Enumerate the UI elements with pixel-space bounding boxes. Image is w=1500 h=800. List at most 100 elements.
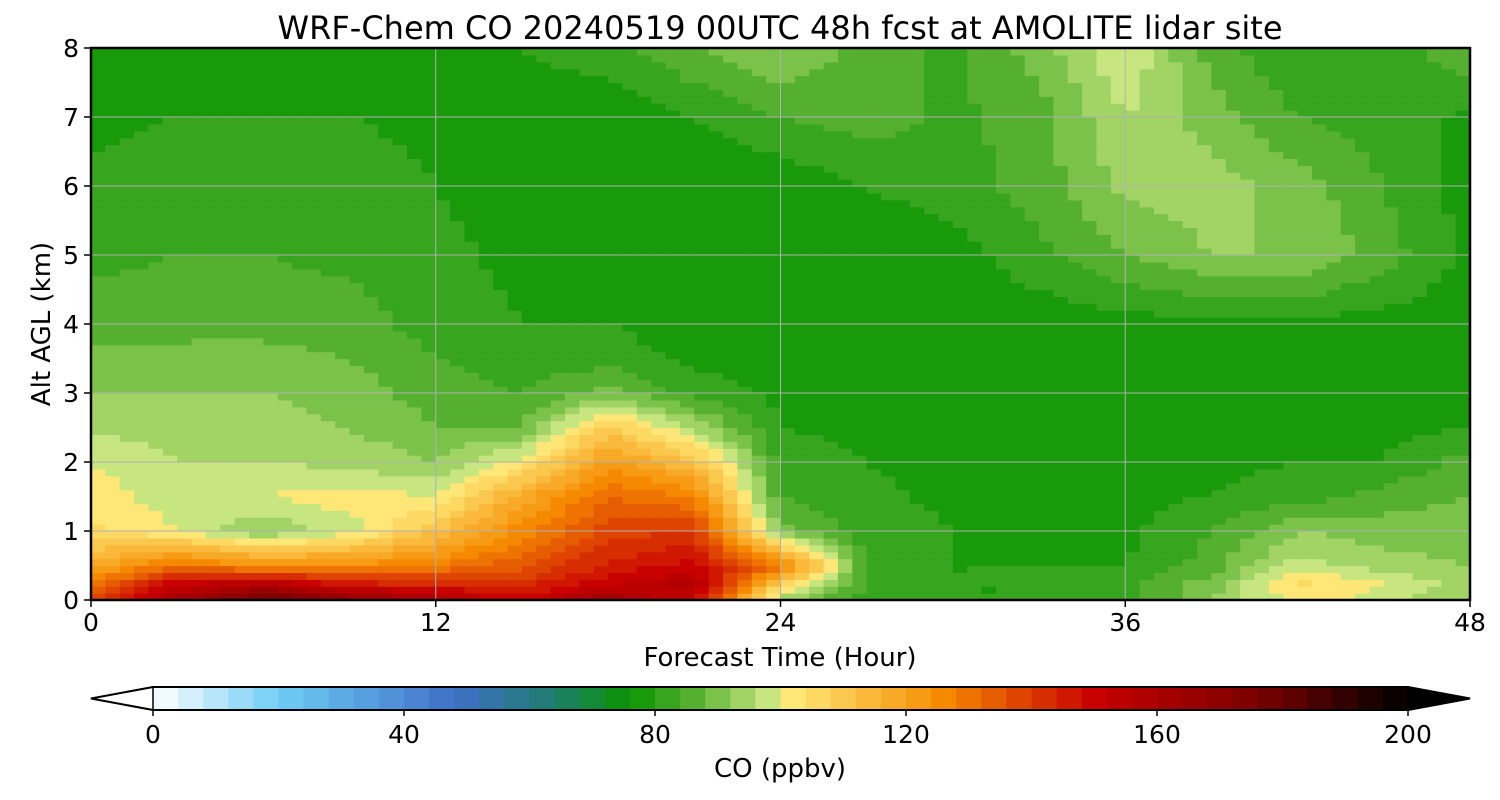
- heatmap-cell: [1082, 289, 1098, 297]
- heatmap-cell: [593, 524, 609, 532]
- heatmap-cell: [1398, 413, 1414, 422]
- heatmap-cell: [1096, 351, 1112, 360]
- heatmap-cell: [866, 365, 882, 373]
- heatmap-cell: [1441, 420, 1457, 429]
- heatmap-cell: [306, 386, 322, 394]
- heatmap-cell: [995, 372, 1011, 380]
- heatmap-cell: [694, 241, 710, 249]
- heatmap-cell: [952, 268, 968, 277]
- heatmap-cell: [1211, 358, 1227, 366]
- heatmap-cell: [1340, 413, 1356, 422]
- heatmap-cell: [665, 399, 681, 408]
- heatmap-cell: [162, 379, 178, 387]
- heatmap-cell: [1383, 544, 1399, 553]
- heatmap-cell: [794, 399, 810, 408]
- heatmap-cell: [392, 441, 408, 449]
- heatmap-cell: [565, 434, 580, 442]
- heatmap-cell: [665, 413, 681, 422]
- heatmap-cell: [1153, 344, 1169, 353]
- heatmap-cell: [723, 393, 738, 401]
- heatmap-cell: [191, 275, 207, 284]
- heatmap-cell: [306, 441, 322, 449]
- heatmap-cell: [1240, 468, 1256, 477]
- heatmap-cell: [349, 324, 365, 332]
- heatmap-cell: [335, 482, 351, 491]
- heatmap-cell: [665, 496, 681, 504]
- heatmap-cell: [837, 275, 853, 284]
- heatmap-cell: [1096, 248, 1112, 256]
- heatmap-cell: [852, 386, 868, 394]
- heatmap-cell: [1010, 586, 1026, 594]
- heatmap-cell: [1369, 579, 1385, 587]
- heatmap-cell: [1383, 510, 1399, 518]
- heatmap-cell: [995, 572, 1011, 580]
- heatmap-cell: [952, 289, 968, 297]
- heatmap-cell: [249, 475, 264, 484]
- heatmap-cell: [823, 482, 839, 491]
- heatmap-cell: [91, 468, 106, 477]
- heatmap-cell: [881, 358, 897, 366]
- heatmap-cell: [1398, 372, 1414, 380]
- heatmap-cell: [478, 489, 494, 498]
- heatmap-cell: [1369, 275, 1385, 284]
- heatmap-cell: [105, 296, 121, 304]
- heatmap-cell: [593, 324, 609, 332]
- heatmap-cell: [1197, 248, 1213, 256]
- heatmap-cell: [651, 365, 667, 373]
- heatmap-cell: [435, 317, 451, 325]
- heatmap-cell: [292, 462, 308, 470]
- heatmap-cell: [249, 496, 264, 504]
- heatmap-cell: [464, 365, 480, 373]
- heatmap-cell: [134, 275, 150, 284]
- heatmap-cell: [407, 261, 422, 270]
- heatmap-cell: [579, 579, 595, 587]
- heatmap-cell: [981, 282, 997, 291]
- heatmap-cell: [91, 372, 106, 380]
- heatmap-cell: [708, 241, 724, 249]
- heatmap-cell: [363, 296, 379, 304]
- heatmap-cell: [1096, 241, 1112, 249]
- heatmap-cell: [1455, 317, 1470, 325]
- heatmap-cell: [507, 386, 523, 394]
- heatmap-cell: [234, 351, 250, 360]
- heatmap-cell: [1355, 517, 1371, 525]
- heatmap-cell: [1153, 531, 1169, 539]
- heatmap-cell: [263, 275, 279, 284]
- heatmap-cell: [723, 544, 738, 553]
- heatmap-cell: [177, 393, 193, 401]
- heatmap-cell: [1441, 510, 1457, 518]
- heatmap-cell: [91, 261, 106, 270]
- heatmap-cell: [220, 524, 236, 532]
- heatmap-cell: [363, 537, 379, 546]
- heatmap-cell: [622, 406, 638, 415]
- heatmap-cell: [1053, 558, 1069, 567]
- heatmap-cell: [1311, 586, 1327, 594]
- heatmap-cell: [1082, 358, 1098, 366]
- heatmap-cell: [665, 255, 681, 263]
- heatmap-cell: [895, 593, 911, 600]
- heatmap-cell: [263, 558, 279, 567]
- heatmap-cell: [1340, 572, 1356, 580]
- heatmap-cell: [478, 434, 494, 442]
- heatmap-cell: [162, 475, 178, 484]
- heatmap-cell: [450, 372, 466, 380]
- heatmap-cell: [1182, 586, 1198, 594]
- heatmap-cell: [665, 565, 681, 573]
- heatmap-cell: [1297, 344, 1313, 353]
- heatmap-cell: [1153, 482, 1169, 491]
- heatmap-cell: [967, 406, 983, 415]
- heatmap-cell: [464, 268, 480, 277]
- heatmap-cell: [191, 365, 207, 373]
- heatmap-cell: [938, 317, 954, 325]
- heatmap-cell: [881, 344, 897, 353]
- heatmap-cell: [134, 365, 150, 373]
- heatmap-cell: [306, 393, 322, 401]
- heatmap-cell: [1197, 344, 1213, 353]
- heatmap-cell: [1412, 386, 1428, 394]
- heatmap-cell: [1355, 586, 1371, 594]
- heatmap-cell: [234, 337, 250, 346]
- heatmap-cell: [895, 406, 911, 415]
- heatmap-cell: [766, 365, 782, 373]
- heatmap-cell: [1197, 296, 1213, 304]
- heatmap-cell: [694, 468, 710, 477]
